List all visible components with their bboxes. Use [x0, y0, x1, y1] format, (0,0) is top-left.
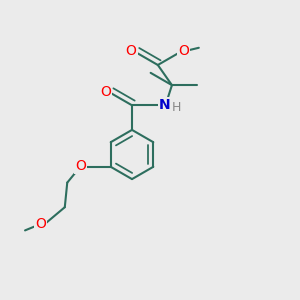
Text: N: N: [159, 98, 170, 112]
Text: O: O: [100, 85, 111, 98]
Text: O: O: [178, 44, 189, 58]
Text: O: O: [35, 217, 46, 231]
Text: O: O: [75, 159, 86, 173]
Text: O: O: [126, 44, 136, 58]
Text: H: H: [172, 101, 182, 114]
